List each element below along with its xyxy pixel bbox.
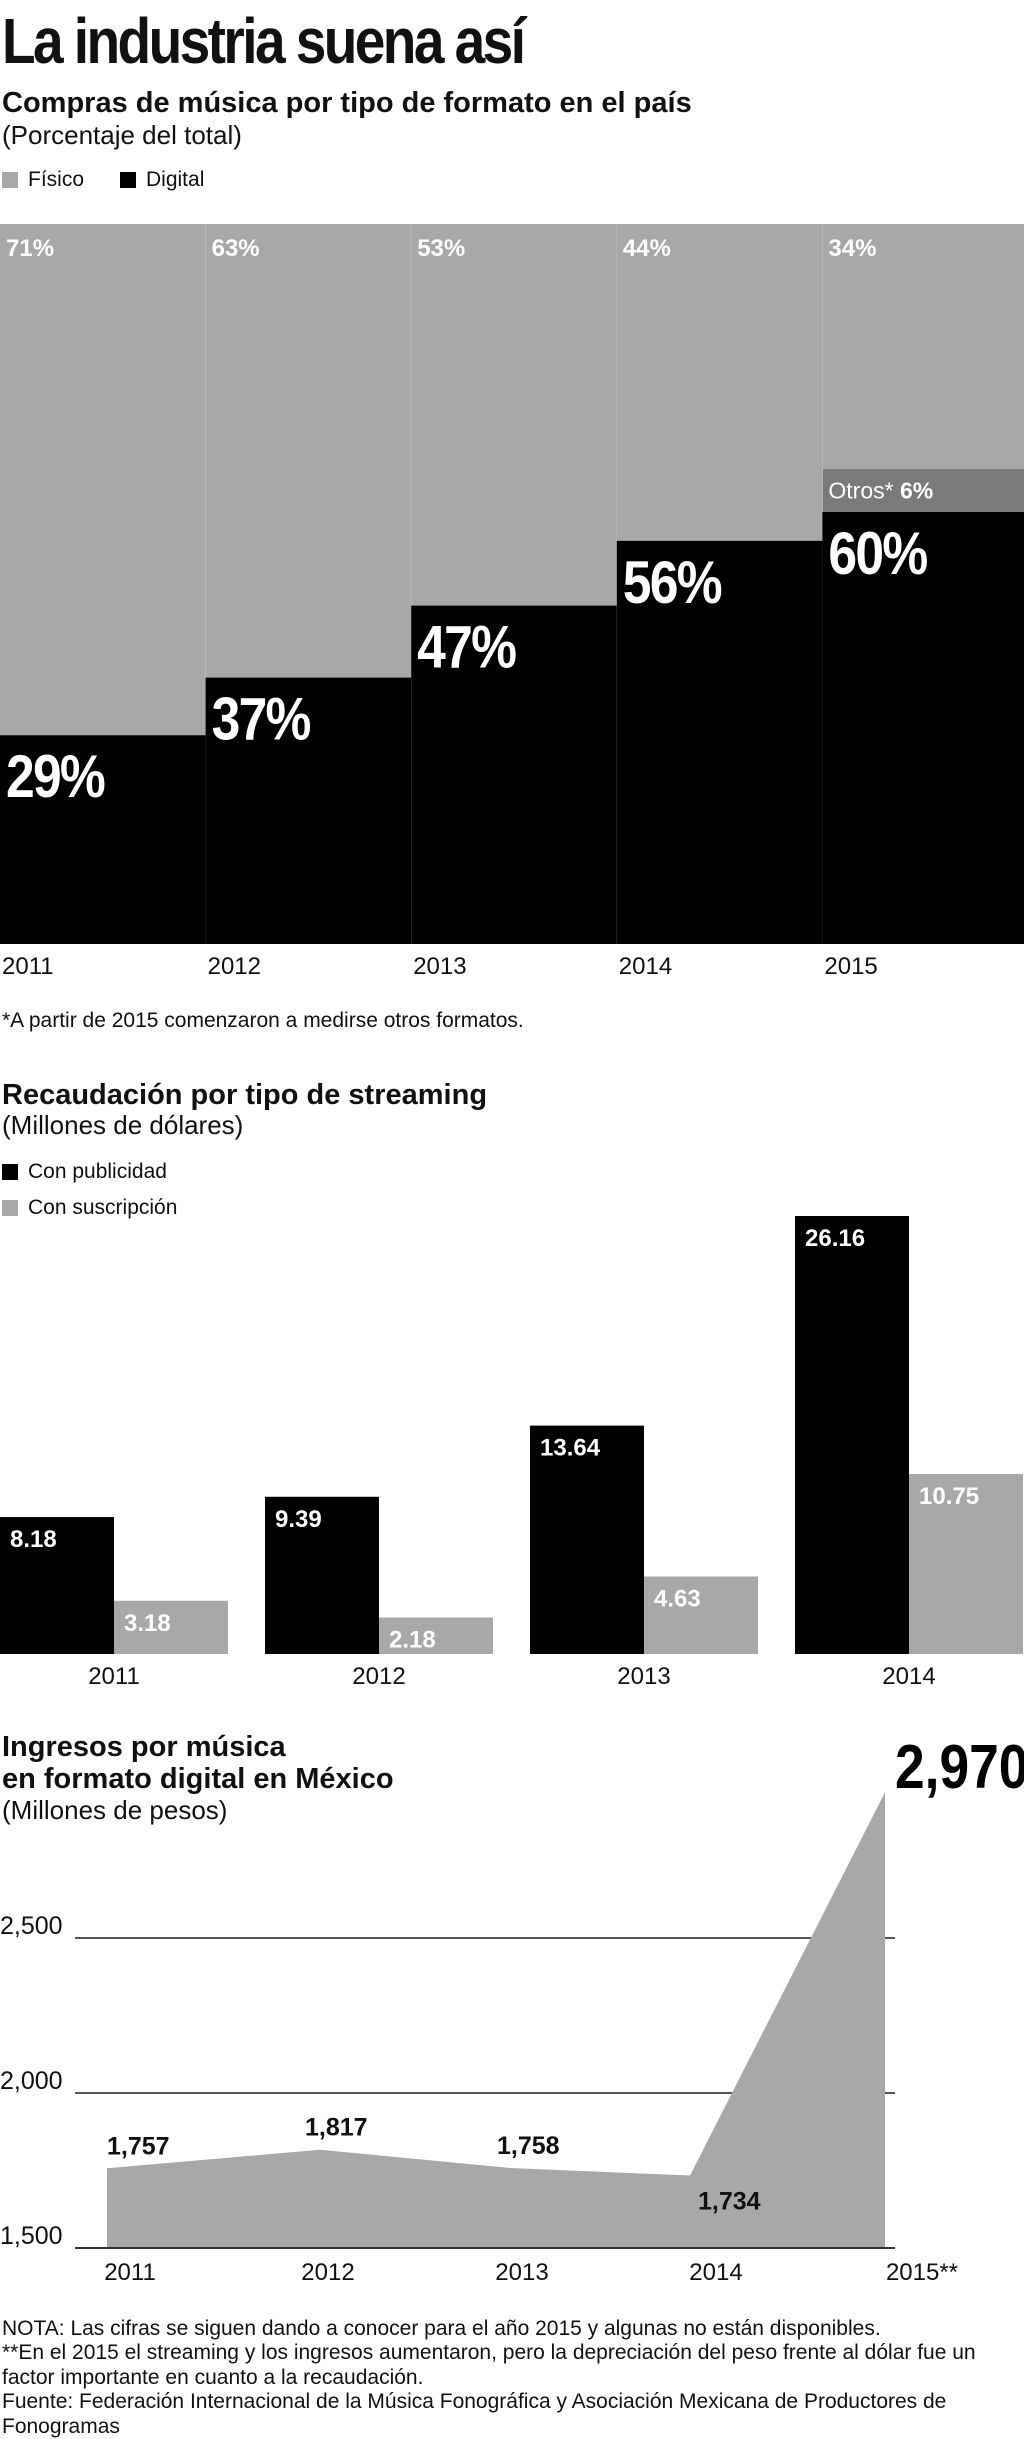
digital-label-2013: 47%: [417, 613, 516, 681]
publicidad-label-2011: 8.18: [10, 1526, 57, 1553]
digital-label-2015: 60%: [828, 519, 927, 587]
chart1-title: Compras de música por tipo de formato en…: [2, 86, 692, 120]
publicidad-label-2013: 13.64: [540, 1435, 601, 1462]
legend-label: Digital: [146, 168, 204, 192]
x-tick-2014: 2014: [882, 1663, 935, 1690]
legend-swatch: [120, 172, 136, 188]
fisico-label-2014: 44%: [623, 235, 671, 262]
x-tick-2011: 2011: [88, 1663, 140, 1690]
x-tick-2012: 2012: [208, 953, 261, 980]
suscripcion-label-2012: 2.18: [389, 1627, 436, 1654]
legend-swatch: [2, 172, 18, 188]
fisico-label-2013: 53%: [417, 235, 465, 262]
publicidad-label-2014: 26.16: [805, 1225, 865, 1252]
x-tick-2015: 2015: [824, 953, 877, 980]
x-tick-2011: 2011: [104, 2259, 156, 2286]
x-tick-2011: 2011: [2, 953, 54, 980]
value-label-2014: 1,734: [698, 2187, 761, 2215]
value-label-2011: 1,757: [107, 2132, 170, 2160]
suscripcion-label-2014: 10.75: [919, 1483, 979, 1510]
digital-label-2012: 37%: [212, 685, 311, 753]
suscripcion-label-2011: 3.18: [124, 1610, 171, 1637]
chart1-subtitle: (Porcentaje del total): [2, 120, 242, 150]
streaming-revenue-chart: 8.18 3.18 2011 9.39 2.18 2012 13.64 4.63 2013 26.…: [0, 1100, 1024, 1700]
y-tick-2500: 2,500: [0, 1912, 63, 1940]
x-tick-2014: 2014: [619, 953, 672, 980]
otros-value: 6%: [900, 477, 933, 503]
x-tick-2013: 2013: [617, 1663, 670, 1690]
chart1-footnote: *A partir de 2015 comenzaron a medirse o…: [2, 1008, 524, 1033]
x-tick-2013: 2013: [413, 953, 466, 980]
fisico-label-2012: 63%: [212, 235, 260, 262]
chart1-legend-fisico: Físico: [2, 168, 84, 192]
value-label-2015**: 2,970: [895, 1733, 1024, 1802]
publicidad-bar-2014: [795, 1216, 909, 1654]
x-tick-2014: 2014: [689, 2259, 742, 2286]
fisico-bar-2012: [206, 224, 412, 678]
fisico-label-2015: 34%: [828, 235, 876, 262]
chart1-legend-digital: Digital: [120, 168, 204, 192]
value-label-2013: 1,758: [497, 2132, 560, 2160]
income-area: [107, 1792, 885, 2248]
fisico-bar-2011: [0, 224, 206, 735]
page-title: La industria suena así: [2, 6, 523, 76]
legend-label: Físico: [28, 168, 84, 192]
source-note: Fuente: Federación Internacional de la M…: [2, 2389, 1012, 2439]
digital-label-2011: 29%: [6, 743, 105, 811]
x-tick-2012: 2012: [301, 2259, 354, 2286]
y-tick-2000: 2,000: [0, 2067, 63, 2095]
otros-label-2015: Otros* 6%: [828, 477, 933, 503]
x-tick-2013: 2013: [495, 2259, 548, 2286]
x-tick-2015**: 2015**: [886, 2259, 958, 2286]
format-purchases-chart: 71% 29% 2011 63% 37% 2012 53% 47% 2013 44% 56% 2014…: [0, 222, 1024, 982]
fisico-bar-2014: [617, 224, 823, 541]
x-tick-2012: 2012: [352, 1663, 405, 1690]
fisico-bar-2013: [411, 224, 617, 606]
digital-income-chart: 1,500 2,000 2,500 1,757 1,817 1,758 1,734 2,970…: [0, 1720, 1024, 2300]
y-tick-1500: 1,500: [0, 2222, 63, 2250]
publicidad-label-2012: 9.39: [275, 1506, 322, 1533]
fisico-label-2011: 71%: [6, 235, 54, 262]
note-2: **En el 2015 el streaming y los ingresos…: [2, 2340, 1012, 2390]
digital-label-2014: 56%: [623, 548, 722, 616]
note-1: NOTA: Las cifras se siguen dando a conoc…: [2, 2316, 1012, 2341]
otros-name: Otros*: [828, 477, 900, 503]
value-label-2012: 1,817: [305, 2114, 368, 2142]
suscripcion-label-2013: 4.63: [654, 1585, 701, 1612]
